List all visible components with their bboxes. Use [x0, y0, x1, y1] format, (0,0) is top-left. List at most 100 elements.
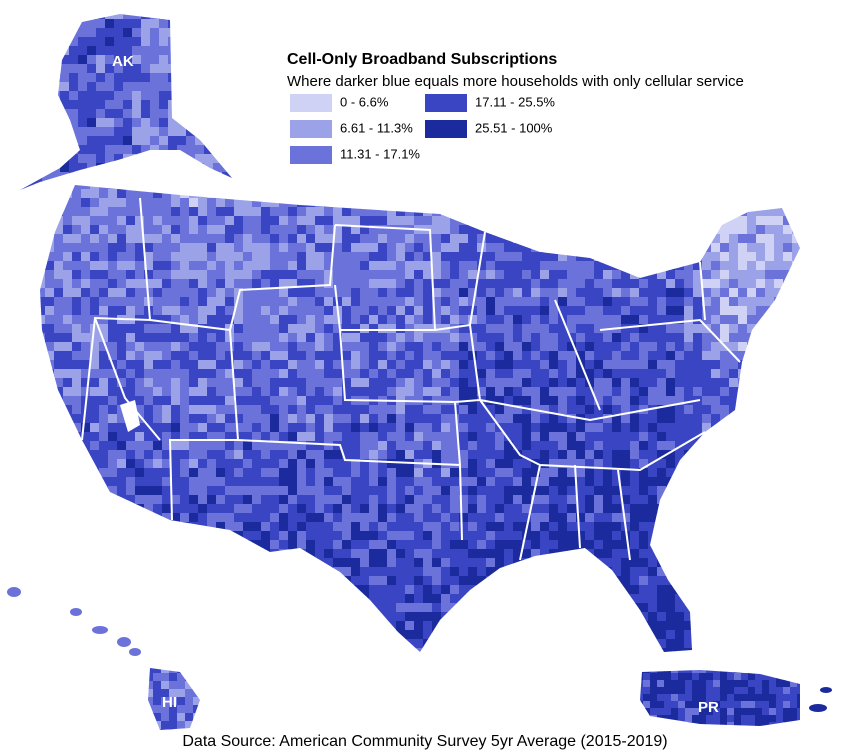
county-cell: [117, 189, 127, 199]
county-cell: [99, 486, 109, 496]
county-cell: [189, 603, 199, 613]
county-cell: [648, 621, 658, 631]
county-cell: [513, 468, 523, 478]
county-cell: [567, 396, 577, 406]
county-cell: [180, 513, 190, 523]
county-cell: [234, 612, 244, 622]
county-cell: [45, 315, 55, 325]
county-cell: [405, 342, 415, 352]
county-cell: [504, 648, 514, 652]
county-cell: [576, 648, 586, 652]
county-cell: [144, 639, 154, 649]
county-cell: [81, 288, 91, 298]
county-cell: [159, 14, 169, 20]
county-cell: [378, 360, 388, 370]
county-cell: [441, 495, 451, 505]
county-cell: [81, 576, 91, 586]
county-cell: [540, 567, 550, 577]
county-cell: [342, 639, 352, 649]
county-cell: [495, 297, 505, 307]
county-cell: [702, 378, 712, 388]
county-cell: [792, 495, 800, 505]
county-cell: [396, 252, 406, 262]
county-cell: [567, 477, 577, 487]
county-cell: [132, 118, 142, 128]
county-cell: [684, 405, 694, 415]
county-cell: [186, 14, 196, 20]
county-cell: [747, 315, 757, 325]
county-cell: [540, 468, 550, 478]
county-cell: [297, 270, 307, 280]
county-cell: [450, 495, 460, 505]
county-cell: [225, 405, 235, 415]
county-cell: [450, 351, 460, 361]
county-cell: [729, 270, 739, 280]
county-cell: [567, 279, 577, 289]
county-cell: [72, 621, 82, 631]
county-cell: [171, 540, 181, 550]
county-cell: [648, 513, 658, 523]
county-cell: [270, 216, 280, 226]
county-cell: [198, 603, 208, 613]
county-cell: [702, 360, 712, 370]
county-cell: [45, 567, 55, 577]
county-cell: [450, 432, 460, 442]
county-cell: [90, 639, 100, 649]
county-cell: [40, 432, 46, 442]
county-cell: [306, 216, 316, 226]
county-cell: [657, 531, 667, 541]
county-cell: [126, 333, 136, 343]
county-cell: [477, 495, 487, 505]
county-cell: [432, 351, 442, 361]
county-cell: [504, 540, 514, 550]
county-cell: [630, 333, 640, 343]
county-cell: [42, 127, 52, 137]
county-cell: [531, 504, 541, 514]
county-cell: [54, 387, 64, 397]
county-cell: [405, 185, 415, 190]
county-cell: [657, 549, 667, 559]
county-cell: [387, 657, 397, 667]
county-cell: [648, 657, 658, 667]
county-cell: [504, 207, 514, 217]
county-cell: [684, 513, 694, 523]
county-cell: [477, 450, 487, 460]
county-cell: [657, 279, 667, 289]
county-cell: [297, 315, 307, 325]
county-cell: [72, 306, 82, 316]
county-cell: [387, 288, 397, 298]
county-cell: [792, 387, 800, 397]
county-cell: [459, 513, 469, 523]
county-cell: [171, 270, 181, 280]
county-cell: [459, 306, 469, 316]
county-cell: [378, 369, 388, 379]
county-cell: [693, 378, 703, 388]
county-cell: [360, 279, 370, 289]
county-cell: [666, 261, 676, 271]
county-cell: [522, 630, 532, 640]
county-cell: [774, 585, 784, 595]
county-cell: [324, 369, 334, 379]
county-cell: [63, 243, 73, 253]
county-cell: [405, 333, 415, 343]
county-cell: [558, 369, 568, 379]
county-cell: [396, 279, 406, 289]
county-cell: [180, 495, 190, 505]
county-cell: [423, 540, 433, 550]
county-cell: [33, 14, 43, 20]
county-cell: [738, 450, 748, 460]
county-cell: [108, 486, 118, 496]
county-cell: [504, 621, 514, 631]
county-cell: [225, 396, 235, 406]
county-cell: [765, 216, 775, 226]
county-cell: [495, 522, 505, 532]
county-cell: [225, 189, 235, 199]
county-cell: [405, 495, 415, 505]
county-cell: [531, 423, 541, 433]
county-cell: [243, 270, 253, 280]
county-cell: [585, 612, 595, 622]
county-cell: [72, 441, 82, 451]
county-cell: [459, 198, 469, 208]
county-cell: [441, 207, 451, 217]
county-cell: [477, 441, 487, 451]
